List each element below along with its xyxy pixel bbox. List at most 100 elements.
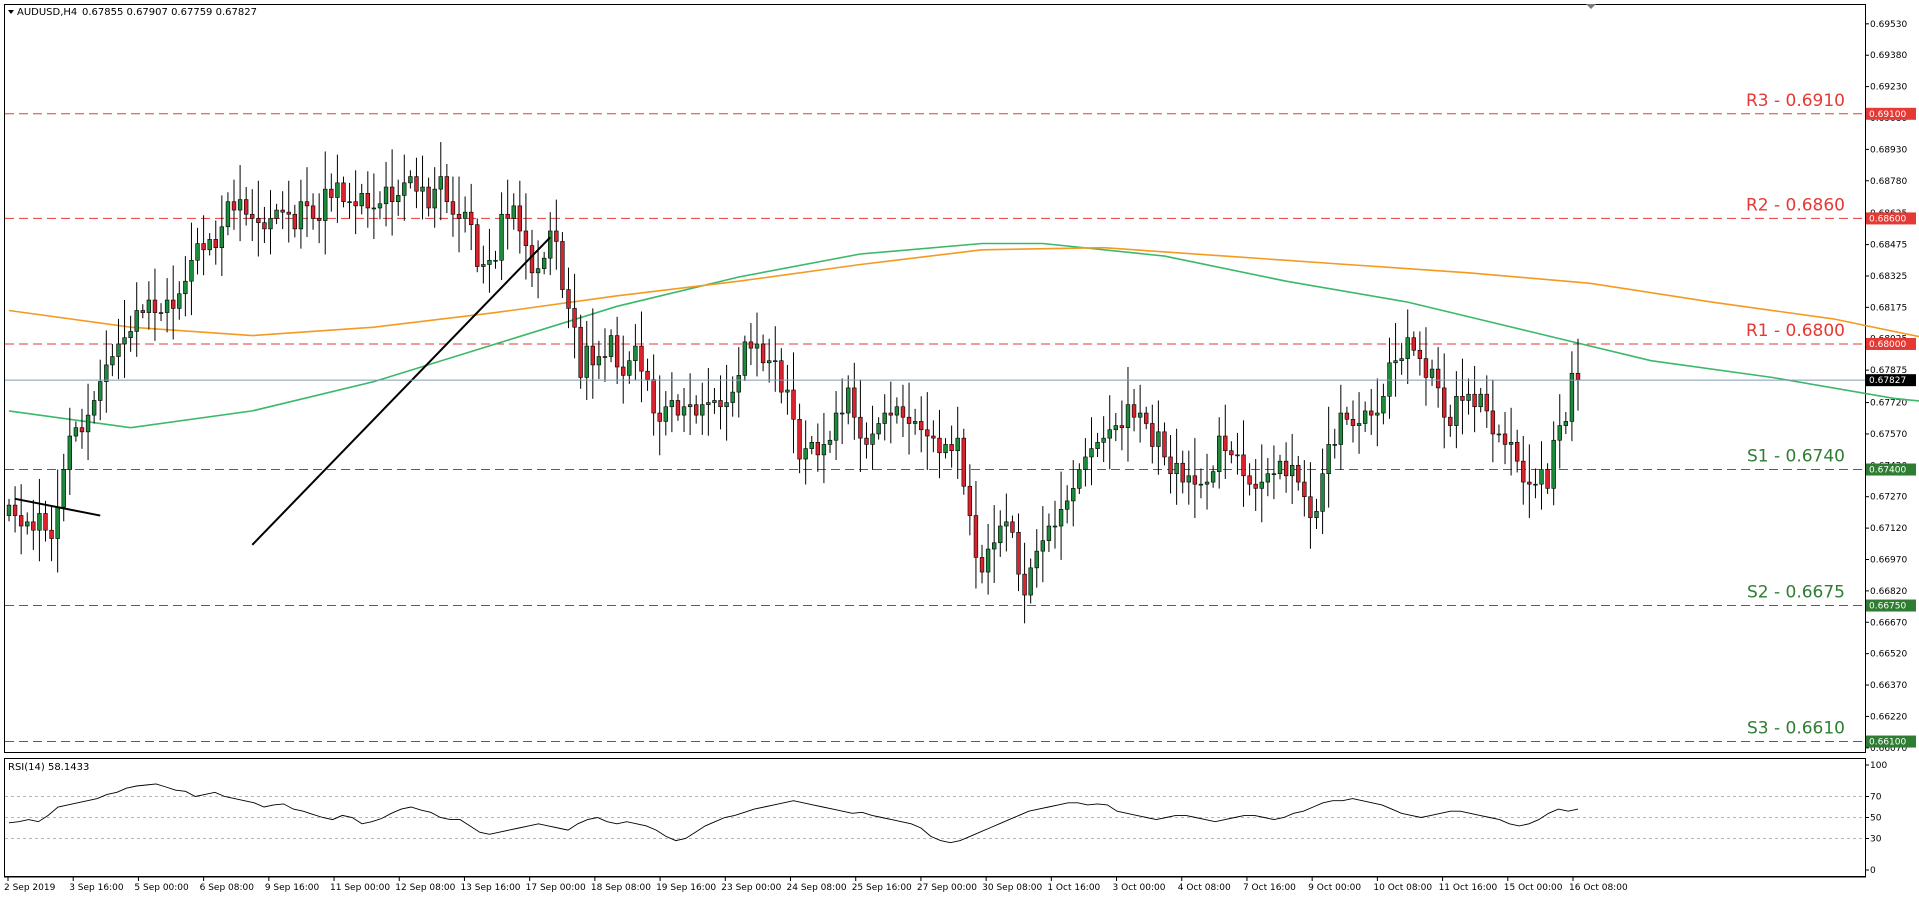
moving-average-line [8,246,1919,338]
time-tick-label: 13 Sep 16:00 [460,883,520,893]
candle-body [1119,425,1125,428]
candle-body [1259,481,1264,489]
candle-body [73,427,79,437]
rsi-tick-label: 100 [1870,761,1887,771]
candle-body [396,195,401,202]
candle-body [949,444,954,451]
candle-body [1235,454,1240,457]
price-tick-label: 0.69380 [1870,51,1907,61]
level-price-tag-label: 0.68000 [1869,340,1906,350]
candle-body [1253,483,1258,489]
price-tick-label: 0.68475 [1870,241,1907,251]
candle-body [493,259,498,262]
candle-body [912,421,918,424]
candle-body [6,504,12,516]
candle-body [298,201,304,230]
candle-body [152,299,158,313]
last-price-tag [1866,374,1916,387]
candle-body [183,280,188,295]
price-tick-label: 0.68325 [1870,272,1907,282]
candle-body [505,213,510,219]
candle-body [1217,435,1222,472]
price-tick-label: 0.68780 [1870,177,1907,187]
candle-body [1229,450,1234,456]
price-tick-label: 0.68175 [1870,303,1907,313]
candle-body [365,193,370,209]
candle-body [839,412,845,415]
candle-body [316,218,322,221]
candle-body [736,375,741,393]
moving-average-line [8,242,1919,429]
time-tick-label: 24 Sep 08:00 [787,883,847,893]
candle-body [858,416,863,439]
price-tick-label: 0.66070 [1870,744,1907,754]
trendline [14,497,101,517]
time-tick-label: 11 Sep 00:00 [330,883,390,893]
candle-body [481,264,486,267]
candle-body [462,211,468,219]
price-tick-label: 0.66520 [1870,650,1907,660]
candle-body [335,182,340,198]
candle-body [140,310,145,313]
candle-body [1569,372,1575,422]
scroll-marker-icon[interactable] [1586,4,1596,9]
candle-body [821,444,827,456]
candle-body [925,429,930,437]
collapse-triangle-icon[interactable] [8,10,14,14]
candle-body [973,515,979,558]
candle-body [870,433,875,445]
candle-body [1034,550,1039,569]
candle-body [712,400,717,403]
level-price-tag-label: 0.67400 [1869,466,1906,476]
candle-body [1502,433,1508,445]
candle-body [61,469,66,508]
level-price-tag [1866,337,1916,350]
candle-body [426,186,431,209]
candle-body [146,299,152,313]
candle-body [979,557,985,573]
candle-body [882,412,887,424]
support-level-label: S3 - 0.6610 [1747,719,1845,739]
candle-body [1326,444,1331,475]
candle-body [1460,395,1465,401]
level-price-tag [1866,463,1916,476]
candle-body [450,201,456,215]
candle-body [827,439,833,445]
candle-body [469,211,474,226]
candle-body [803,448,808,460]
candle-body [1004,521,1009,527]
last-price: 0.67827 [5,374,1916,387]
candle-body [566,289,571,309]
candle-body [724,402,729,408]
candle-body [475,224,480,267]
candle-body [1150,423,1155,447]
candle-body [614,335,620,368]
candle-body [1040,540,1046,552]
candle-body [110,356,115,366]
candle-body [754,343,760,349]
candle-body [669,400,675,408]
candle-body [852,387,857,418]
candle-body [809,442,814,449]
candle-body [1533,483,1538,486]
candle-body [1557,425,1562,441]
candle-body [651,379,656,414]
candle-body [256,218,261,223]
candle-body [1174,462,1179,475]
candle-body [541,257,547,269]
time-tick-label: 6 Sep 08:00 [200,883,255,893]
candle-body [1028,567,1033,596]
candle-body [681,406,687,416]
support-level-label: S2 - 0.6675 [1747,583,1845,603]
price-tick-label: 0.67720 [1870,399,1907,409]
time-tick-label: 9 Oct 00:00 [1308,883,1361,893]
candle-body [207,239,212,251]
candle-body [998,525,1003,544]
price-tick-label: 0.67120 [1870,524,1907,534]
candle-body [1521,460,1526,483]
candle-body [195,243,200,261]
candle-body [25,521,30,527]
candle-body [286,211,291,215]
